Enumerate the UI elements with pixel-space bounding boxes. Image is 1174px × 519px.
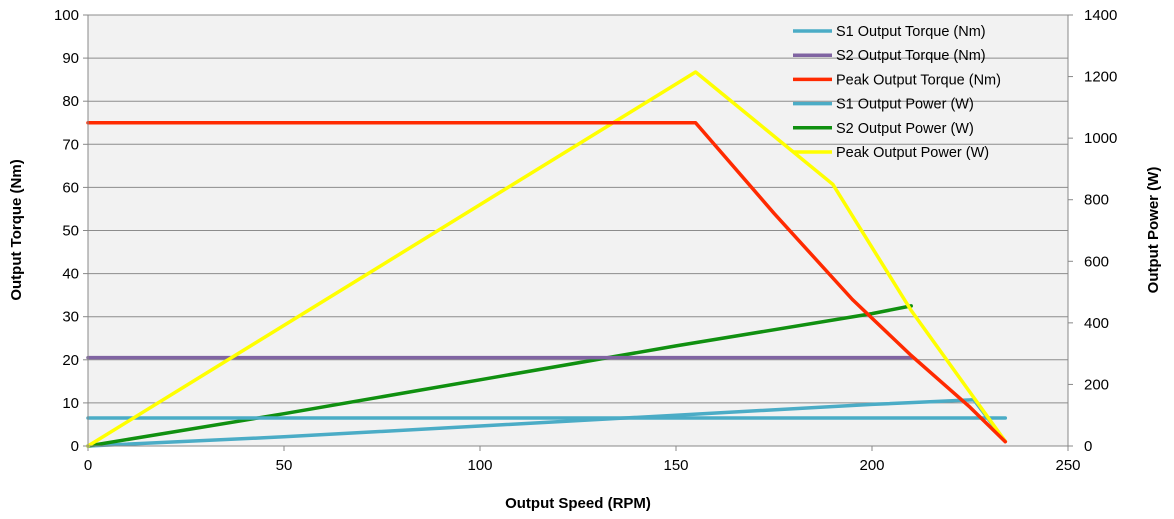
- y-tick-label: 40: [62, 266, 79, 283]
- y2-tick-label: 200: [1084, 376, 1109, 393]
- x-tick-label: 250: [1055, 457, 1080, 474]
- x-tick-label: 0: [84, 457, 92, 474]
- grid: [88, 14, 1068, 404]
- y2-tick-label: 1000: [1084, 130, 1117, 147]
- y-axis-title: Output Torque (Nm): [8, 159, 25, 300]
- series-line-3: [86, 121, 1008, 444]
- legend: S1 Output Torque (Nm) S2 Output Torque (N…: [793, 24, 1001, 161]
- x-tick-label: 100: [467, 457, 492, 474]
- y-tick-label: 10: [62, 395, 79, 412]
- legend-label: S2 Output Power (W): [836, 121, 974, 137]
- y2-tick-label: 600: [1084, 253, 1109, 270]
- x-tick-label: 50: [276, 457, 293, 474]
- y-tick-label: 80: [62, 93, 79, 110]
- y2-tick-label: 800: [1084, 192, 1109, 209]
- y-tick-label: 90: [62, 50, 79, 67]
- y-tick-label: 50: [62, 223, 79, 240]
- x-tick-label: 200: [859, 457, 884, 474]
- legend-label: Peak Output Power (W): [836, 145, 989, 161]
- y2-tick-label: 1200: [1084, 69, 1117, 86]
- y2-tick-label: 1400: [1084, 7, 1117, 24]
- tick-labels: 0102030405060708090100020040060080010001…: [54, 7, 1117, 474]
- y-tick-label: 70: [62, 136, 79, 153]
- y-tick-label: 30: [62, 309, 79, 326]
- y-tick-label: 100: [54, 7, 79, 24]
- series-group: [86, 70, 1008, 448]
- x-tick-label: 150: [663, 457, 688, 474]
- legend-label: S1 Output Torque (Nm): [836, 24, 986, 40]
- legend-label: S2 Output Torque (Nm): [836, 48, 986, 64]
- y2-axis-title: Output Power (W): [1145, 167, 1162, 294]
- y2-tick-label: 0: [1084, 438, 1092, 455]
- y-tick-label: 0: [71, 438, 79, 455]
- y-tick-label: 60: [62, 179, 79, 196]
- legend-label: Peak Output Torque (Nm): [836, 72, 1001, 88]
- series-line-6: [86, 70, 1008, 448]
- y2-tick-label: 400: [1084, 315, 1109, 332]
- x-axis-title: Output Speed (RPM): [505, 495, 651, 512]
- legend-label: S1 Output Power (W): [836, 97, 974, 113]
- y-tick-label: 20: [62, 352, 79, 369]
